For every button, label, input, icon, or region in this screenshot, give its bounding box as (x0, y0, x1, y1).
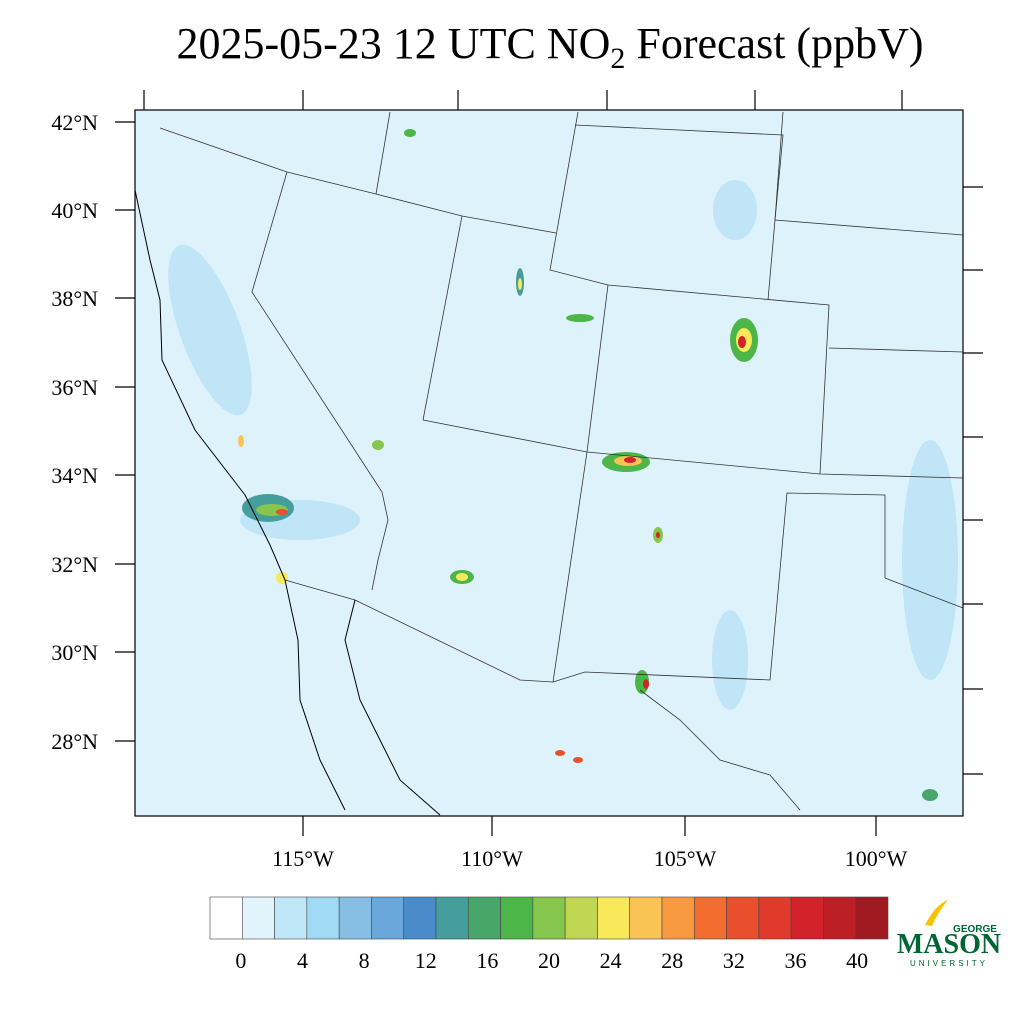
colorbar-box (629, 896, 663, 940)
lon-label: 110°W (461, 846, 523, 871)
colorbar-label: 4 (297, 948, 308, 973)
frame-ticks (115, 90, 983, 836)
title-main: 2025-05-23 12 UTC NO (177, 19, 611, 68)
colorbar-label: 12 (415, 948, 437, 973)
logo-mark (925, 900, 948, 926)
colorbar-box (758, 896, 792, 940)
colorbar-label: 40 (846, 948, 868, 973)
colorbar-label: 0 (235, 948, 246, 973)
colorbar-label: 20 (538, 948, 560, 973)
colorbar-label: 24 (600, 948, 622, 973)
colorbar-box (241, 896, 275, 940)
map-frame (134, 109, 964, 817)
borders (159, 111, 964, 811)
title-end: Forecast (ppbV) (625, 19, 923, 68)
map (115, 90, 983, 836)
colorbar-label: 28 (661, 948, 683, 973)
colorbar-box (855, 896, 889, 940)
logo: GEORGE MASON UNIVERSITY (897, 900, 1001, 968)
lon-label: 105°W (654, 846, 717, 871)
colorbar-box (597, 896, 631, 940)
colorbar-box (467, 896, 501, 940)
colorbar-box (209, 896, 243, 940)
lat-label: 32°N (51, 552, 98, 577)
logo-name: MASON (897, 929, 1001, 960)
colorbar-box (564, 896, 598, 940)
colorbar-box (661, 896, 695, 940)
colorbar-box (823, 896, 857, 940)
colorbar-box (274, 896, 308, 940)
lat-label: 30°N (51, 640, 98, 665)
colorbar-box (371, 896, 405, 940)
colorbar-box (435, 896, 469, 940)
lon-label: 100°W (845, 846, 908, 871)
coastline (134, 189, 441, 816)
colorbar-box (338, 896, 372, 940)
colorbar-box (306, 896, 340, 940)
lat-label: 40°N (51, 198, 98, 223)
logo-line: UNIVERSITY (910, 959, 988, 968)
colorbar-label: 16 (476, 948, 498, 973)
lat-label: 38°N (51, 286, 98, 311)
logo-line: GEORGE (953, 924, 997, 935)
colorbar-box (790, 896, 824, 940)
lon-label: 115°W (272, 846, 334, 871)
colorbar-box (500, 896, 534, 940)
colorbar: 0 4 8 12 16 20 24 28 32 36 40 (209, 896, 889, 973)
title-sub: 2 (610, 42, 625, 75)
colorbar-label: 32 (723, 948, 745, 973)
title: 2025-05-23 12 UTC NO2 Forecast (ppbV) (177, 19, 924, 75)
colorbar-label: 36 (785, 948, 807, 973)
lat-label: 34°N (51, 463, 98, 488)
lat-label: 36°N (51, 375, 98, 400)
colorbar-box (403, 896, 437, 940)
lat-labels: 42°N 40°N 38°N 36°N 34°N 32°N 30°N 28°N (51, 110, 98, 754)
lat-label: 28°N (51, 729, 98, 754)
lat-label: 42°N (51, 110, 98, 135)
colorbar-box (726, 896, 760, 940)
plumes (168, 180, 958, 710)
colorbar-box (532, 896, 566, 940)
lon-labels: 115°W 110°W 105°W 100°W (272, 846, 907, 871)
map-background (135, 110, 963, 816)
colorbar-label: 8 (359, 948, 370, 973)
colorbar-box (693, 896, 727, 940)
